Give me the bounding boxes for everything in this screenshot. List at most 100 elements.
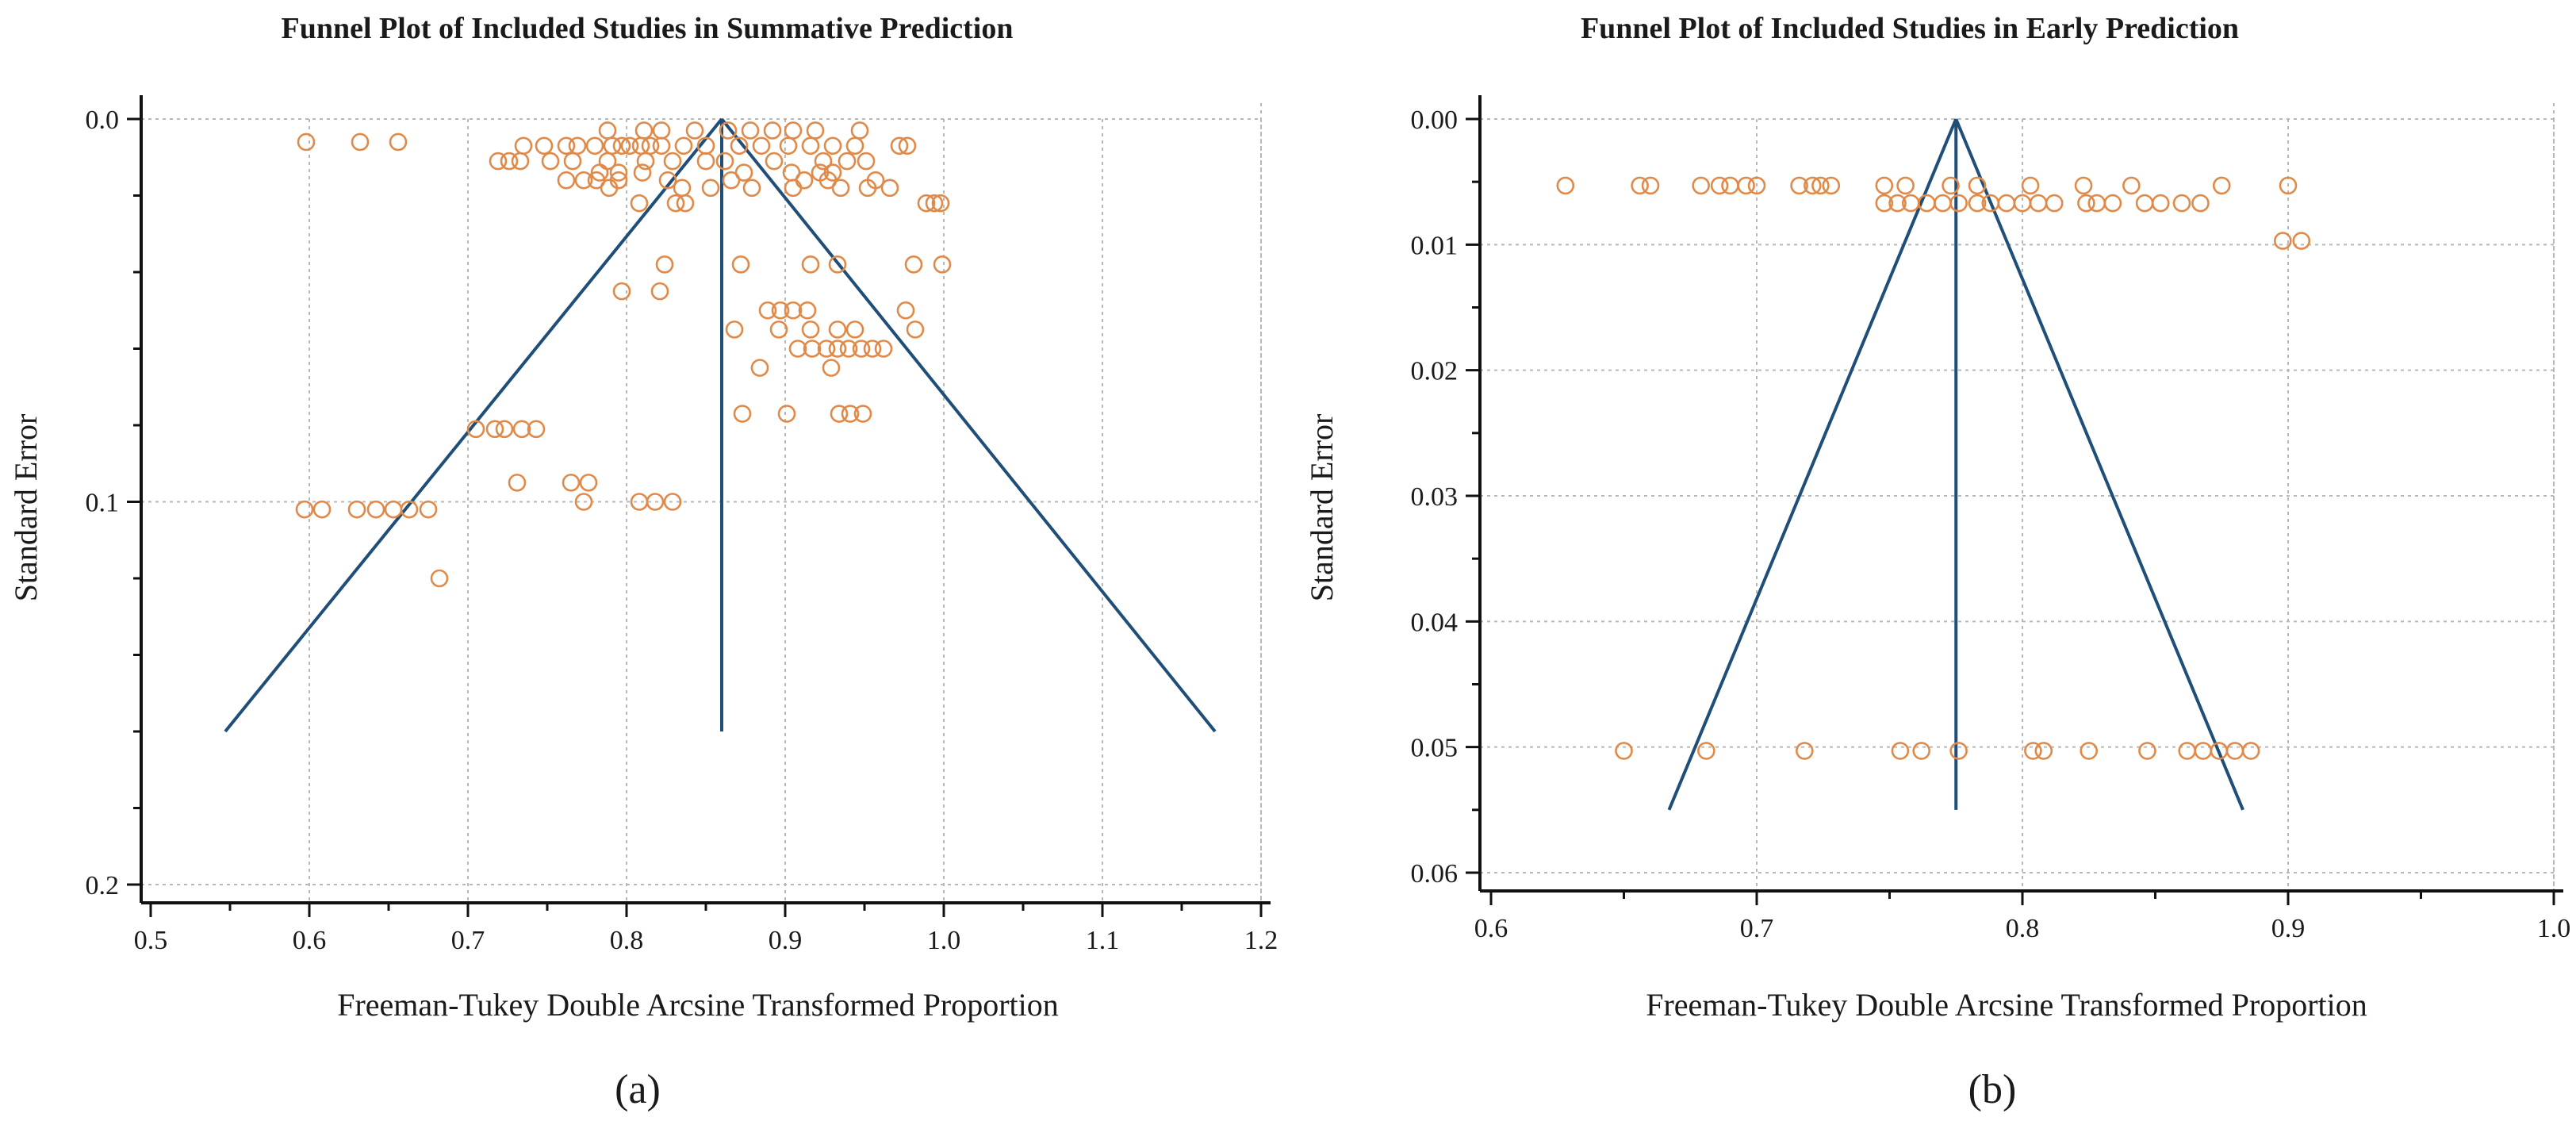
study-point	[863, 340, 882, 358]
study-point	[841, 405, 860, 423]
study-point	[830, 405, 849, 423]
study-point	[297, 132, 316, 152]
y-tick-label: 0.05	[1411, 734, 1459, 763]
study-point	[1891, 742, 1910, 760]
study-point	[814, 152, 833, 171]
study-point	[2135, 194, 2154, 213]
study-point	[1942, 176, 1960, 195]
study-point	[541, 152, 560, 171]
study-point	[715, 152, 734, 171]
study-point	[2241, 742, 2260, 760]
study-point	[701, 179, 720, 198]
study-point	[2045, 194, 2064, 213]
study-point	[652, 121, 671, 140]
y-tick-label: 0.00	[1411, 106, 1459, 135]
study-point	[898, 136, 917, 155]
study-point	[400, 500, 419, 519]
x-tick-label: 0.9	[769, 926, 803, 955]
study-point	[801, 255, 820, 274]
study-point	[850, 121, 869, 140]
study-point	[2172, 194, 2191, 213]
study-point	[1912, 742, 1930, 760]
study-point	[511, 152, 530, 171]
study-point	[874, 340, 893, 358]
study-point	[495, 420, 514, 439]
study-point	[512, 420, 531, 439]
y-tick-label: 0.0	[86, 106, 120, 135]
study-point	[603, 136, 622, 155]
study-point	[838, 152, 857, 171]
study-point	[658, 171, 677, 190]
study-point	[1556, 176, 1575, 195]
study-point	[803, 340, 822, 358]
study-point	[663, 152, 682, 171]
study-point	[763, 121, 782, 140]
study-point	[933, 255, 952, 274]
study-point	[771, 301, 790, 320]
y-tick-label: 0.02	[1411, 357, 1459, 386]
study-point	[1692, 176, 1710, 195]
study-point	[663, 493, 682, 511]
study-point	[351, 132, 370, 152]
y-axis-label-a: Standard Error	[8, 414, 44, 602]
study-point	[725, 321, 744, 339]
study-point	[2274, 232, 2292, 250]
study-point	[636, 152, 655, 171]
data-points-b	[1556, 176, 2311, 760]
study-point	[752, 136, 771, 155]
study-point	[568, 136, 587, 155]
study-point	[673, 179, 692, 198]
study-point	[2034, 742, 2053, 760]
study-point	[2021, 176, 2040, 195]
funnel-right-line	[720, 117, 1217, 733]
funnel-left-line	[1667, 118, 1958, 811]
study-point	[2029, 194, 2048, 213]
study-point	[828, 321, 847, 339]
x-tick-label: 1.1	[1086, 926, 1120, 955]
study-point	[784, 121, 803, 140]
study-point	[1888, 194, 1907, 213]
study-point	[652, 136, 671, 155]
study-point	[925, 194, 944, 213]
study-point	[384, 500, 403, 519]
funnel-lines-a	[224, 117, 1217, 733]
x-tick-label: 0.5	[134, 926, 168, 955]
study-point	[1949, 742, 1968, 760]
study-point	[1875, 194, 1894, 213]
x-tick-label: 0.6	[293, 926, 327, 955]
funnel-lines-b	[1667, 118, 2244, 811]
study-point	[508, 474, 527, 492]
study-point	[858, 179, 877, 198]
study-point	[585, 136, 604, 155]
study-point	[2074, 176, 2093, 195]
study-point	[845, 136, 864, 155]
study-point	[2138, 742, 2156, 760]
x-axis-label-b: Freeman-Tukey Double Arcsine Transformed…	[1646, 987, 2367, 1023]
study-point	[1615, 742, 1633, 760]
study-point	[839, 340, 858, 358]
study-point	[2194, 742, 2213, 760]
study-point	[823, 136, 842, 155]
study-point	[798, 301, 817, 320]
study-point	[853, 405, 872, 423]
study-point	[609, 163, 628, 182]
y-tick-label: 0.06	[1411, 859, 1459, 889]
chart-title-a: Funnel Plot of Included Studies in Summa…	[281, 12, 1013, 45]
study-point	[612, 136, 631, 155]
study-point	[631, 136, 650, 155]
axes-a: 0.5 0.6 0.7 0.8 0.9 1.0 1.1 1.2 0.0 0.1 0.2	[86, 95, 1278, 955]
study-point	[634, 121, 654, 140]
study-point	[587, 171, 606, 190]
y-tick-label: 0.01	[1411, 231, 1459, 260]
study-point	[485, 420, 504, 439]
study-point	[347, 500, 366, 519]
study-point	[579, 474, 598, 492]
study-point	[430, 569, 449, 588]
study-point	[731, 255, 750, 274]
study-point	[562, 474, 581, 492]
study-point	[2087, 194, 2106, 213]
study-point	[1968, 194, 1987, 213]
study-point	[1631, 176, 1649, 195]
data-points-a	[295, 121, 952, 588]
